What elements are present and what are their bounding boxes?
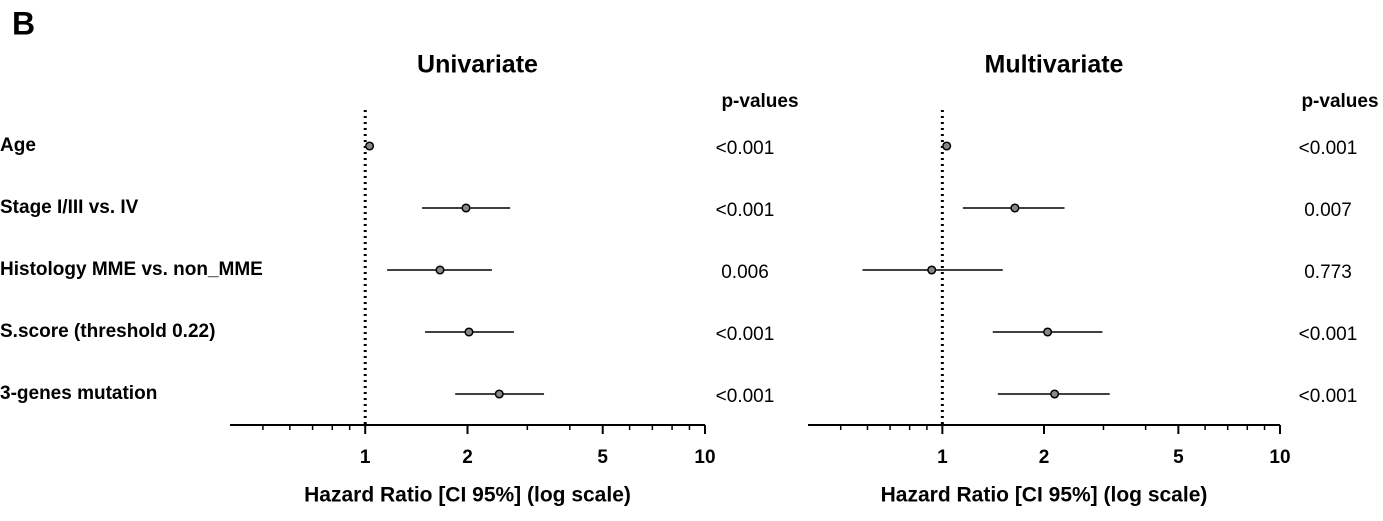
pvalue-header: p-values	[721, 91, 798, 112]
row-label: 3-genes mutation	[0, 383, 157, 404]
pvalue-header: p-values	[1301, 91, 1378, 112]
p-value: 0.006	[721, 262, 769, 283]
hazard-ratio-point	[494, 389, 504, 399]
p-value: <0.001	[1299, 386, 1358, 407]
hazard-ratio-point	[1010, 203, 1020, 213]
hazard-ratio-point	[435, 265, 445, 275]
x-tick-label: 2	[462, 447, 473, 468]
p-value: 0.773	[1304, 262, 1352, 283]
row-label: Age	[0, 135, 36, 156]
row-label: S.score (threshold 0.22)	[0, 321, 215, 342]
hazard-ratio-point	[1043, 327, 1053, 337]
hazard-ratio-point	[927, 265, 937, 275]
hazard-ratio-point	[461, 203, 471, 213]
x-tick-label: 5	[1173, 447, 1184, 468]
p-value: <0.001	[1299, 324, 1358, 345]
p-value: <0.001	[716, 200, 775, 221]
hazard-ratio-point	[464, 327, 474, 337]
x-tick-label: 2	[1039, 447, 1050, 468]
hazard-ratio-point	[942, 141, 952, 151]
x-tick-label: 10	[1269, 447, 1290, 468]
panel-title: Univariate	[417, 51, 538, 79]
p-value: <0.001	[716, 324, 775, 345]
row-label: Histology MME vs. non_MME	[0, 259, 263, 280]
x-tick-label: 1	[937, 447, 948, 468]
hazard-ratio-point	[1050, 389, 1060, 399]
x-axis-title: Hazard Ratio [CI 95%] (log scale)	[304, 484, 631, 507]
p-value: <0.001	[1299, 138, 1358, 159]
x-axis-title: Hazard Ratio [CI 95%] (log scale)	[881, 484, 1208, 507]
p-value: <0.001	[716, 386, 775, 407]
p-value: 0.007	[1304, 200, 1352, 221]
panel-title: Multivariate	[985, 51, 1124, 79]
x-tick-label: 1	[360, 447, 371, 468]
row-label: Stage I/III vs. IV	[0, 197, 139, 218]
panel-label: B	[12, 5, 35, 41]
p-value: <0.001	[716, 138, 775, 159]
x-tick-label: 10	[694, 447, 715, 468]
x-tick-label: 5	[597, 447, 608, 468]
hazard-ratio-point	[365, 141, 375, 151]
